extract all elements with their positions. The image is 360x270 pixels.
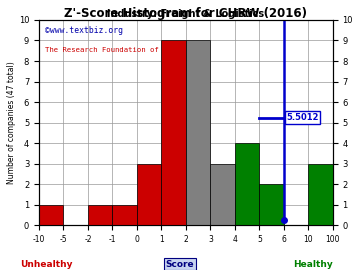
Text: Score: Score	[166, 260, 194, 269]
Bar	[137, 164, 161, 225]
Bar	[112, 205, 137, 225]
Text: The Research Foundation of SUNY: The Research Foundation of SUNY	[45, 47, 180, 53]
Bar	[309, 164, 333, 225]
Text: Healthy: Healthy	[293, 260, 333, 269]
Bar	[259, 184, 284, 225]
Bar	[88, 205, 112, 225]
Bar	[161, 40, 186, 225]
Title: Z'-Score Histogram for CHRW (2016): Z'-Score Histogram for CHRW (2016)	[64, 7, 307, 20]
Y-axis label: Number of companies (47 total): Number of companies (47 total)	[7, 61, 16, 184]
Bar	[235, 143, 259, 225]
Text: 5.5012: 5.5012	[286, 113, 319, 122]
Bar	[186, 40, 210, 225]
Text: ©www.textbiz.org: ©www.textbiz.org	[45, 26, 123, 35]
Text: Unhealthy: Unhealthy	[21, 260, 73, 269]
Bar	[210, 164, 235, 225]
Text: Industry: Freight & Logistics: Industry: Freight & Logistics	[107, 9, 265, 19]
Bar	[39, 205, 63, 225]
